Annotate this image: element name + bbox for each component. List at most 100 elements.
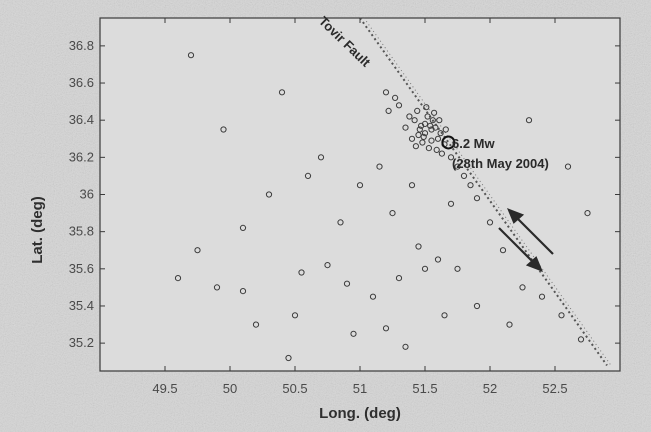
- event-point: [412, 143, 419, 150]
- event-point: [460, 172, 468, 179]
- event-point: [411, 117, 418, 124]
- event-point: [432, 124, 439, 131]
- event-point: [558, 312, 565, 319]
- event-point: [454, 265, 461, 272]
- event-point: [194, 247, 201, 254]
- event-point: [486, 219, 494, 226]
- event-point: [438, 150, 445, 157]
- y-tick-label: 35.2: [69, 335, 94, 350]
- event-point: [434, 256, 442, 263]
- event-point: [187, 52, 195, 59]
- x-tick-label: 50.5: [282, 381, 307, 396]
- event-point: [265, 191, 273, 198]
- x-tick-label: 52: [483, 381, 497, 396]
- event-point: [415, 243, 422, 250]
- event-point: [369, 293, 377, 300]
- event-point: [337, 219, 344, 226]
- event-point: [408, 182, 416, 189]
- y-tick-label: 36.2: [69, 149, 94, 164]
- event-point: [278, 89, 286, 96]
- fault-motion-arrows: [498, 208, 554, 272]
- event-point: [425, 145, 432, 152]
- event-point: [525, 117, 533, 124]
- event-point: [213, 284, 221, 291]
- event-point: [317, 154, 325, 161]
- event-point: [415, 131, 422, 139]
- event-point: [239, 224, 247, 231]
- event-point: [343, 280, 351, 287]
- arrow-up-head: [506, 208, 525, 224]
- event-point: [431, 109, 438, 116]
- event-point: [447, 200, 455, 207]
- event-point: [385, 107, 392, 115]
- event-point: [519, 284, 526, 291]
- event-point: [436, 117, 443, 124]
- event-point: [285, 354, 292, 362]
- event-point: [429, 117, 436, 124]
- event-point: [437, 130, 444, 137]
- event-point: [421, 265, 429, 272]
- magnitude-label: 6.2 Mw: [452, 136, 496, 151]
- event-point: [499, 247, 507, 254]
- event-point: [408, 135, 416, 142]
- arrow-up-shaft: [512, 213, 554, 255]
- x-tick-label: 50: [223, 381, 237, 396]
- arrow-down-shaft: [498, 227, 538, 267]
- event-point: [441, 312, 448, 319]
- event-point: [395, 102, 403, 109]
- x-tick-label: 49.5: [152, 381, 177, 396]
- event-point: [395, 275, 403, 282]
- event-point: [538, 293, 546, 300]
- y-tick-label: 35.6: [69, 261, 94, 276]
- y-tick-label: 35.4: [69, 298, 94, 313]
- event-point: [324, 262, 331, 269]
- x-tick-label: 52.5: [542, 381, 567, 396]
- event-point: [356, 182, 364, 189]
- event-point: [220, 126, 227, 133]
- event-point: [447, 154, 455, 161]
- plot-area: [99, 17, 621, 372]
- event-point: [423, 104, 430, 111]
- event-point: [291, 312, 299, 319]
- event-point: [389, 210, 396, 217]
- event-point: [454, 163, 461, 170]
- mainshock-marker: [441, 135, 456, 150]
- event-point: [564, 163, 572, 170]
- x-tick-label: 51: [353, 381, 367, 396]
- event-point: [434, 135, 442, 142]
- event-point: [421, 130, 429, 137]
- event-point: [506, 321, 513, 328]
- event-point: [428, 137, 435, 144]
- date-label: (28th May 2004): [452, 156, 549, 171]
- event-point: [427, 122, 434, 129]
- event-point: [402, 124, 409, 131]
- event-point: [473, 302, 481, 310]
- event-point: [382, 325, 390, 332]
- event-point: [416, 126, 423, 133]
- y-tick-label: 35.8: [69, 224, 94, 239]
- event-point: [420, 133, 427, 140]
- arrow-down-head: [525, 256, 544, 272]
- fault-trace: [359, 17, 608, 367]
- event-point: [382, 89, 390, 96]
- x-axis-label: Long. (deg): [319, 405, 401, 422]
- event-point: [392, 94, 399, 102]
- y-tick-label: 36: [80, 187, 94, 202]
- event-point: [473, 195, 481, 202]
- event-point: [376, 163, 383, 170]
- event-point: [442, 126, 449, 133]
- event-point: [584, 210, 591, 217]
- event-point: [467, 182, 474, 189]
- event-point: [424, 113, 431, 120]
- y-tick-label: 36.6: [69, 75, 94, 90]
- event-point: [298, 269, 305, 276]
- event-point: [414, 107, 421, 115]
- event-point: [252, 321, 260, 328]
- event-point: [239, 288, 247, 295]
- event-point: [577, 336, 585, 343]
- y-axis-label: Lat. (deg): [29, 196, 46, 264]
- event-point: [406, 113, 413, 120]
- event-point: [304, 172, 312, 179]
